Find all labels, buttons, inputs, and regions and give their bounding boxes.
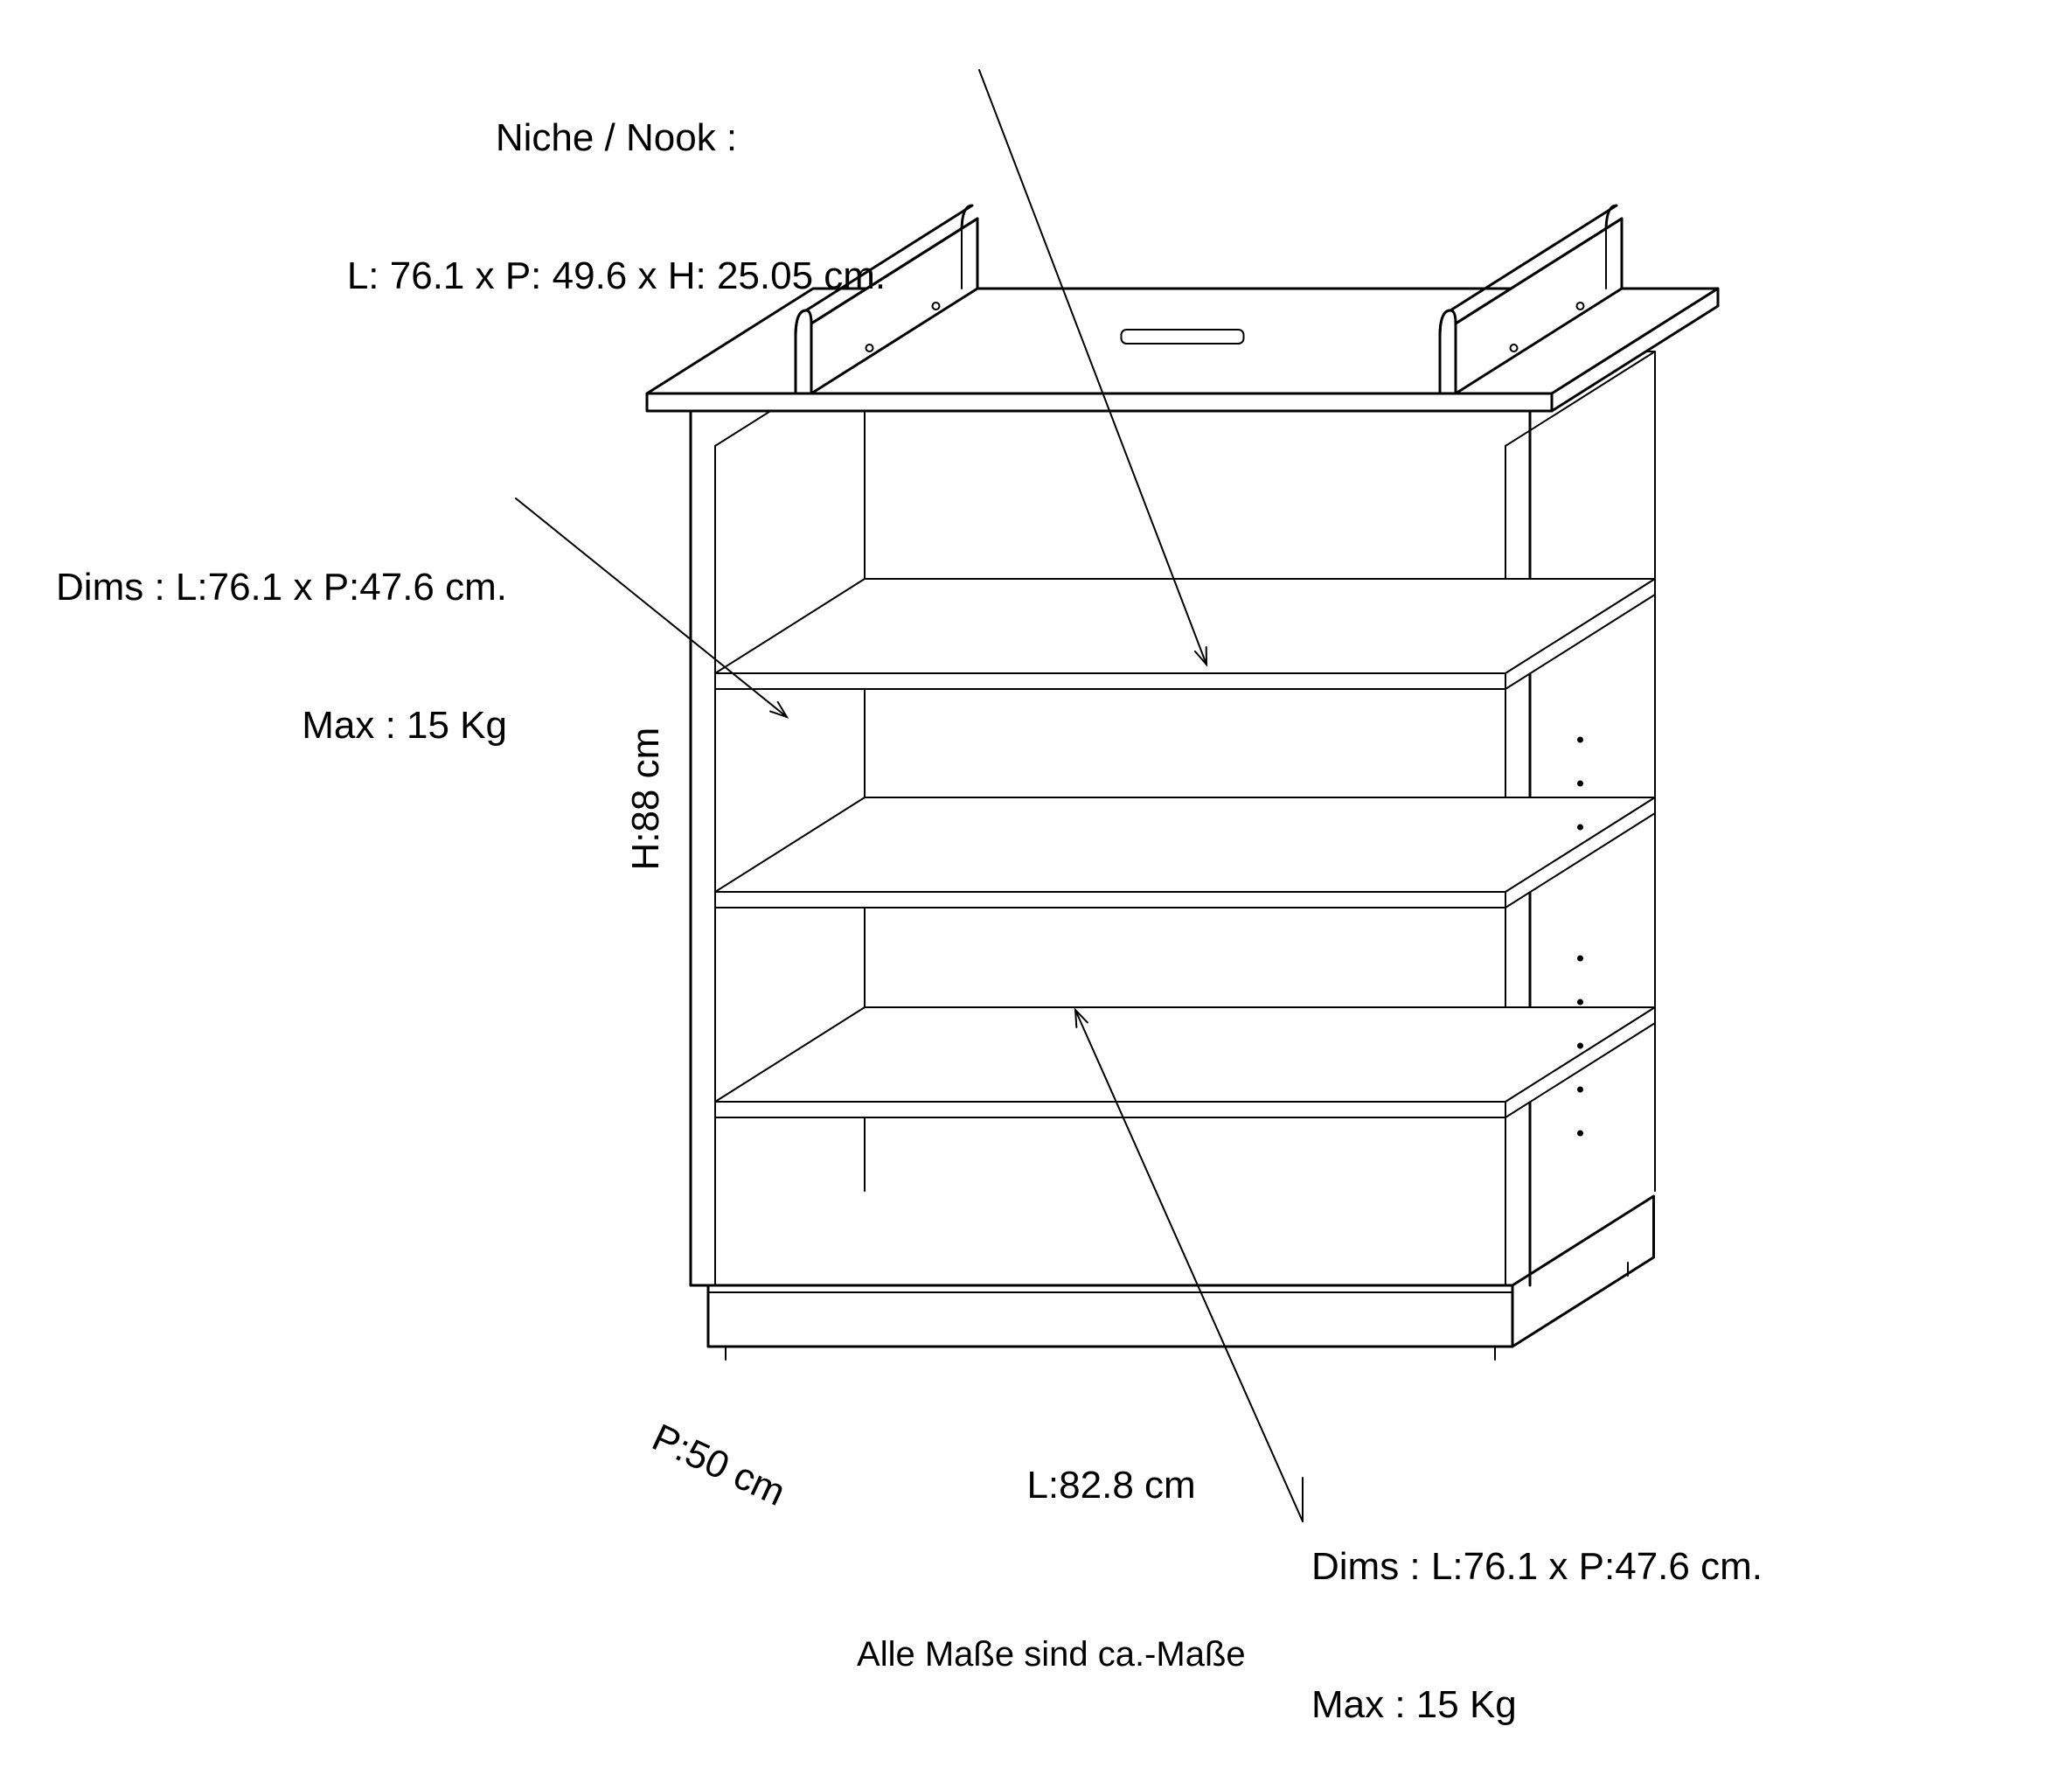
- label-footer: Alle Maße sind ca.-Maße: [839, 1591, 1246, 1675]
- label-length: L:82.8 cm: [1005, 1417, 1196, 1509]
- label-niche-line2: L: 76.1 x P: 49.6 x H: 25.05 cm.: [254, 254, 979, 300]
- label-height: H:88 cm: [577, 727, 670, 892]
- label-shelf-upper: Dims : L:76.1 x P:47.6 cm. Max : 15 Kg: [35, 472, 507, 796]
- label-shelf-lower-line2: Max : 15 Kg: [1311, 1682, 1763, 1729]
- label-niche: Niche / Nook : L: 76.1 x P: 49.6 x H: 25…: [254, 23, 979, 346]
- label-shelf-upper-line1: Dims : L:76.1 x P:47.6 cm.: [35, 565, 507, 611]
- label-niche-line1: Niche / Nook :: [254, 115, 979, 162]
- label-shelf-upper-line2: Max : 15 Kg: [35, 703, 507, 749]
- label-shelf-lower-line1: Dims : L:76.1 x P:47.6 cm.: [1311, 1544, 1763, 1591]
- label-shelf-lower: Dims : L:76.1 x P:47.6 cm. Max : 15 Kg: [1311, 1451, 1763, 1775]
